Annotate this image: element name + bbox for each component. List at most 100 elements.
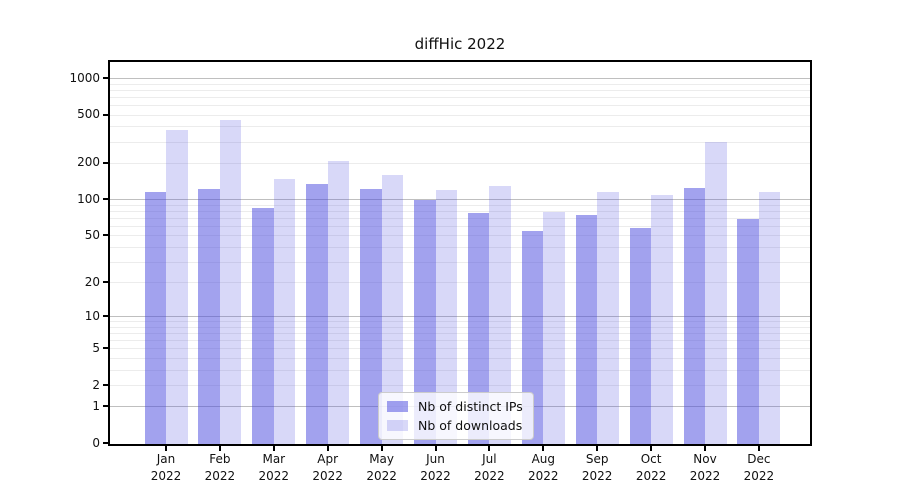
bar-downloads-oct xyxy=(651,195,673,444)
x-axis-tick-jan xyxy=(165,446,167,451)
bar-distinct-ips-mar xyxy=(252,208,274,444)
gridline-minor-90 xyxy=(110,204,810,206)
bar-downloads-jan xyxy=(166,130,188,444)
bar-distinct-ips-jul xyxy=(467,212,490,444)
bar-distinct-ips-may xyxy=(360,189,382,444)
gridline-minor-20 xyxy=(110,282,810,284)
y-tick-label-0: 0 xyxy=(92,435,100,450)
x-tick-label-jan: Jan 2022 xyxy=(150,452,182,483)
y-tick-label-100: 100 xyxy=(77,191,100,206)
x-tick-label-may: May 2022 xyxy=(366,452,397,483)
gridline-minor-2 xyxy=(110,385,810,386)
y-axis-tick-0 xyxy=(103,442,109,444)
y-axis-tick-10 xyxy=(103,315,109,318)
legend-label-distinct-ips: Nb of distinct IPs xyxy=(418,399,523,414)
x-axis-tick-may xyxy=(380,446,383,451)
gridline-minor-200 xyxy=(110,162,810,164)
y-axis-tick-500 xyxy=(103,113,109,116)
x-tick-label-feb: Feb 2022 xyxy=(204,452,236,483)
x-axis-tick-mar xyxy=(272,446,275,451)
gridline-minor-700 xyxy=(110,96,810,98)
gridline-major-10 xyxy=(110,316,810,318)
x-tick-label-oct: Oct 2022 xyxy=(635,452,667,483)
bar-downloads-may xyxy=(381,175,404,444)
gridline-minor-600 xyxy=(110,104,810,106)
x-tick-label-aug: Aug 2022 xyxy=(528,452,559,483)
bar-downloads-nov xyxy=(705,141,727,444)
x-axis-tick-oct xyxy=(650,446,653,451)
y-axis-tick-100 xyxy=(103,198,109,201)
gridline-minor-3 xyxy=(110,369,810,371)
x-tick-label-nov: Nov 2022 xyxy=(689,452,721,483)
legend-swatch-distinct-ips xyxy=(387,401,408,412)
y-axis-tick-50 xyxy=(103,234,109,237)
legend: Nb of distinct IPs Nb of downloads xyxy=(378,392,534,440)
y-axis-tick-2 xyxy=(103,384,109,386)
x-tick-label-jul: Jul 2022 xyxy=(474,452,505,483)
gridline-minor-4 xyxy=(110,358,810,359)
x-tick-label-sep: Sep 2022 xyxy=(581,452,613,483)
bar-downloads-mar xyxy=(273,178,296,444)
y-axis-tick-5 xyxy=(103,347,109,350)
bar-downloads-jul xyxy=(489,185,511,444)
x-tick-label-apr: Apr 2022 xyxy=(312,452,343,483)
y-tick-label-10: 10 xyxy=(84,308,100,323)
y-axis-tick-20 xyxy=(103,281,109,284)
gridline-minor-800 xyxy=(110,89,810,91)
legend-swatch-downloads xyxy=(387,420,408,431)
gridline-minor-300 xyxy=(110,141,810,143)
bar-distinct-ips-jan xyxy=(144,191,166,444)
y-axis-tick-200 xyxy=(103,161,109,164)
y-tick-label-1000: 1000 xyxy=(69,70,100,85)
gridline-minor-9 xyxy=(110,321,810,323)
bar-downloads-dec xyxy=(758,192,781,444)
chart-title: diffHic 2022 xyxy=(414,35,506,53)
gridline-minor-70 xyxy=(110,217,810,219)
x-tick-label-jun: Jun 2022 xyxy=(420,452,451,483)
y-tick-label-20: 20 xyxy=(84,274,100,289)
x-axis-tick-sep xyxy=(596,446,599,451)
bar-downloads-feb xyxy=(219,119,242,444)
bar-distinct-ips-feb xyxy=(198,189,220,444)
gridline-minor-60 xyxy=(110,225,810,227)
plot-area: Nb of distinct IPs Nb of downloads xyxy=(110,62,810,444)
gridline-minor-8 xyxy=(110,326,810,328)
bar-distinct-ips-jun xyxy=(414,200,436,444)
y-tick-label-500: 500 xyxy=(77,107,100,122)
gridline-minor-40 xyxy=(110,246,810,248)
gridline-minor-30 xyxy=(110,261,810,263)
bar-distinct-ips-sep xyxy=(575,214,598,444)
gridline-minor-50 xyxy=(110,235,810,237)
gridline-minor-400 xyxy=(110,126,810,128)
bar-distinct-ips-oct xyxy=(629,227,652,444)
legend-label-downloads: Nb of downloads xyxy=(418,418,523,433)
x-tick-label-dec: Dec 2022 xyxy=(743,452,775,483)
bar-distinct-ips-apr xyxy=(306,183,328,444)
gridline-minor-5 xyxy=(110,348,810,350)
bar-downloads-sep xyxy=(597,192,619,444)
x-axis-tick-apr xyxy=(326,446,329,451)
y-tick-label-1: 1 xyxy=(92,398,100,413)
bar-downloads-aug xyxy=(543,211,565,444)
gridline-major-1000 xyxy=(110,78,810,79)
y-axis-tick-1000 xyxy=(103,77,109,79)
gridline-minor-7 xyxy=(110,333,810,335)
legend-entry-distinct-ips: Nb of distinct IPs xyxy=(387,399,523,414)
y-tick-label-2: 2 xyxy=(92,377,100,392)
legend-entry-downloads: Nb of downloads xyxy=(387,418,523,433)
x-axis-tick-jun xyxy=(434,446,437,451)
bar-downloads-jun xyxy=(435,190,457,444)
bar-distinct-ips-aug xyxy=(521,231,544,444)
gridline-minor-500 xyxy=(110,114,810,116)
x-axis-tick-jul xyxy=(488,446,491,451)
y-tick-label-200: 200 xyxy=(77,155,100,170)
x-axis-tick-nov xyxy=(704,446,706,451)
bar-downloads-apr xyxy=(327,161,350,444)
x-axis-tick-aug xyxy=(542,446,545,451)
x-axis-tick-dec xyxy=(757,446,760,451)
y-tick-label-5: 5 xyxy=(92,340,100,355)
y-tick-label-50: 50 xyxy=(84,227,100,242)
y-axis-tick-1 xyxy=(103,405,109,408)
x-axis-tick-feb xyxy=(218,446,221,451)
